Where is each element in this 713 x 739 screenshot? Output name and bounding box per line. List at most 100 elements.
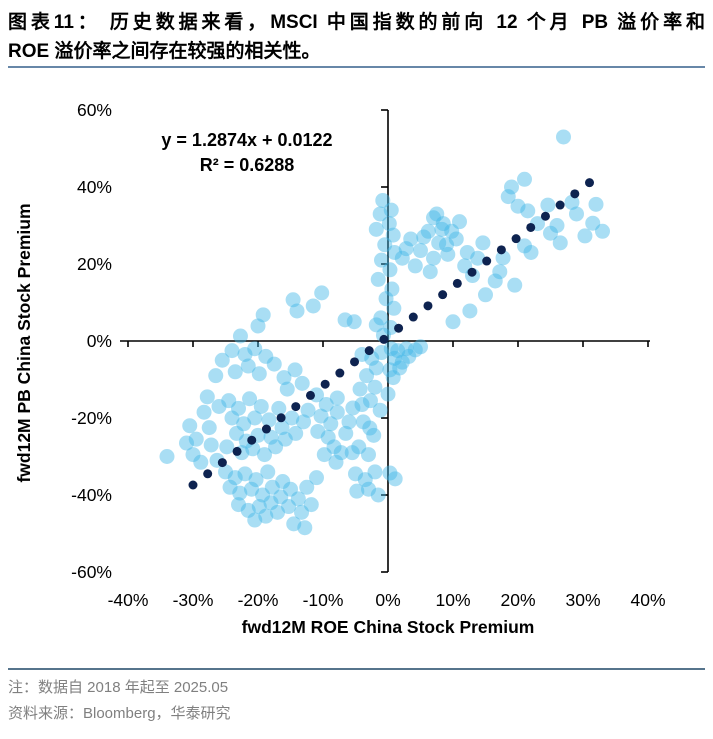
scatter-point [352, 381, 368, 397]
scatter-point [445, 314, 461, 330]
scatter-point [385, 370, 401, 386]
scatter-point [444, 223, 460, 239]
y-tick-label: 0% [87, 331, 112, 351]
scatter-point [309, 470, 324, 486]
scatter-point [303, 497, 319, 513]
scatter-point [354, 397, 370, 413]
y-tick-label: 20% [77, 254, 112, 274]
footnote-note: 注：数据自 2018 年起至 2025.05 [8, 679, 229, 696]
scatter-point [517, 238, 532, 254]
scatter-point [281, 499, 297, 515]
scatter-point [595, 223, 610, 239]
scatter-point [179, 435, 194, 451]
scatter-point [523, 244, 539, 260]
scatter-point [270, 504, 285, 520]
scatter-point [540, 197, 556, 213]
scatter-point [387, 350, 402, 366]
scatter-point [240, 358, 256, 374]
scatter-point [341, 414, 357, 430]
scatter-point [258, 508, 274, 524]
scatter-point [248, 472, 264, 488]
scatter-point [274, 420, 290, 436]
trendline-dot [364, 346, 374, 356]
scatter-point [383, 341, 399, 357]
scatter-point [459, 244, 475, 260]
scatter-chart: -40% -30% -20% -10% 0% 10% 20% 30% 40% -60% -40% -2… [14, 100, 666, 637]
scatter-point [362, 420, 378, 436]
scatter-point [219, 439, 235, 455]
scatter-point [504, 179, 519, 195]
scatter-point [588, 196, 604, 212]
scatter-point [289, 303, 305, 319]
scatter-point [349, 483, 365, 499]
scatter-point [351, 439, 367, 455]
scatter-point [277, 431, 293, 447]
scatter-point [310, 423, 326, 439]
trendline-dot [217, 458, 227, 468]
scatter-point [271, 400, 287, 416]
scatter-point [394, 250, 410, 266]
scatter-point [305, 298, 321, 314]
scatter-point [434, 221, 450, 237]
trendline-dot [585, 178, 594, 188]
scatter-point [188, 431, 204, 447]
figure-title-line2: ROE 溢价率之间存在较强的相关性。 [8, 41, 321, 62]
scatter-point [552, 235, 568, 251]
scatter-point [407, 342, 423, 358]
scatter-point [382, 362, 398, 378]
scatter-point [413, 339, 428, 355]
scatter-point [264, 479, 280, 495]
scatter-point [420, 223, 436, 239]
trendline-dot [305, 390, 315, 400]
scatter-point [201, 420, 217, 436]
scatter-point [244, 481, 259, 497]
scatter-point [492, 264, 508, 280]
scatter-point [218, 464, 233, 480]
y-tick-label: -20% [71, 408, 112, 428]
scatter-point [381, 216, 397, 232]
x-tick-label: 0% [375, 590, 400, 610]
scatter-point [398, 241, 414, 257]
x-tick-label: 40% [630, 590, 665, 610]
scatter-point [253, 398, 269, 414]
scatter-point [237, 466, 253, 482]
scatter-point [199, 389, 215, 405]
scatter-point [231, 497, 246, 513]
scatter-point [385, 227, 401, 243]
scatter-point [247, 341, 263, 357]
scatter-point [435, 216, 451, 232]
scatter-point [517, 171, 532, 187]
scatter-point [231, 400, 246, 416]
footer-divider [8, 668, 705, 670]
x-axis-title: fwd12M ROE China Stock Premium [242, 617, 535, 637]
scatter-point [193, 454, 209, 470]
scatter-point [329, 404, 345, 420]
scatter-point [378, 291, 394, 307]
scatter-point [556, 129, 571, 145]
scatter-point [255, 307, 271, 323]
y-tick-label: 60% [77, 100, 112, 120]
trendline-dot [188, 480, 198, 490]
scatter-point [345, 400, 361, 416]
scatter-point [300, 402, 316, 418]
scatter-point [426, 250, 441, 266]
scatter-point [359, 368, 375, 384]
trendline-dot [496, 245, 506, 255]
scatter-point [285, 292, 301, 308]
scatter-point [237, 346, 253, 362]
scatter-point [361, 447, 376, 463]
scatter-point [478, 287, 493, 303]
scatter-point [383, 202, 399, 218]
scatter-point [242, 391, 258, 407]
trendline-dot [276, 413, 286, 423]
scatter-point [366, 427, 382, 443]
trendline-dot [291, 402, 301, 412]
scatter-point [260, 464, 276, 480]
trendline-dot [247, 435, 257, 445]
scatter-point [229, 425, 245, 441]
trendline-dot [232, 446, 242, 456]
scatter-point [320, 429, 336, 445]
scatter-point [475, 235, 491, 251]
scatter-point [203, 437, 219, 453]
scatter-point [370, 271, 386, 287]
